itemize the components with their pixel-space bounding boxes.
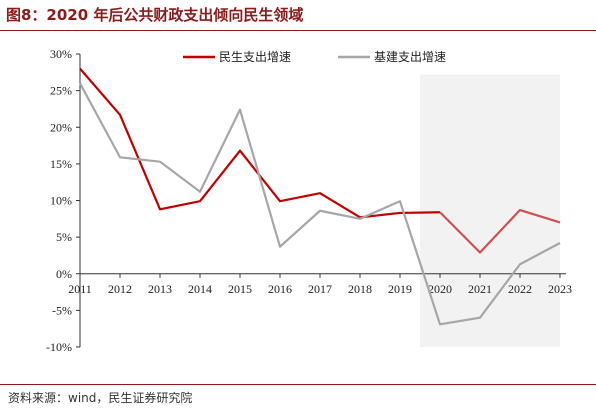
forecast-shaded-region (420, 74, 560, 347)
x-tick-label: 2011 (68, 282, 92, 296)
x-tick-label: 2023 (548, 282, 572, 296)
x-tick-label: 2022 (508, 282, 532, 296)
series-lines (79, 67, 561, 326)
y-tick-label: -5% (52, 303, 72, 317)
series-line-minsheng-later (439, 208, 561, 254)
x-tick-label: 2018 (348, 282, 372, 296)
legend: 民生支出增速 基建支出增速 (183, 50, 446, 64)
footer-divider (0, 384, 596, 385)
chart-title: 图8：2020 年后公共财政支出倾向民生领域 (6, 6, 304, 24)
legend-label: 民生支出增速 (219, 50, 291, 64)
x-tick-label: 2014 (188, 282, 212, 296)
y-tick-label: 5% (56, 230, 72, 244)
y-tick-label: 20% (50, 120, 72, 134)
x-tick-label: 2015 (228, 282, 252, 296)
source-note: 资料来源：wind，民生证券研究院 (8, 391, 193, 405)
y-tick-label: -10% (46, 340, 72, 354)
x-tick-label: 2021 (468, 282, 492, 296)
x-tick-labels: 2011 2012 2013 2014 2015 2016 2017 2018 2019 2020… (68, 273, 572, 296)
line-chart: -10%-5%0%5%10%15%20%25%30% 2011 2012 2013 2… (46, 47, 572, 354)
y-tick-label: 10% (50, 194, 72, 208)
x-tick-label: 2019 (388, 282, 412, 296)
series-line-minsheng (79, 67, 441, 219)
x-tick-label: 2016 (268, 282, 292, 296)
x-tick-label: 2012 (108, 282, 132, 296)
x-tick-label: 2017 (308, 282, 332, 296)
title-divider (0, 30, 596, 31)
y-tick-label: 30% (50, 47, 72, 61)
x-tick-label: 2020 (428, 282, 452, 296)
legend-label: 基建支出增速 (374, 50, 446, 64)
y-tick-label: 15% (50, 157, 72, 171)
y-tick-label: 25% (50, 84, 72, 98)
y-tick-label: 0% (56, 267, 72, 281)
y-tick-labels: -10% -5% 0% 5% 10% 15% 20% 25% 30% (46, 47, 80, 354)
x-tick-label: 2013 (148, 282, 172, 296)
